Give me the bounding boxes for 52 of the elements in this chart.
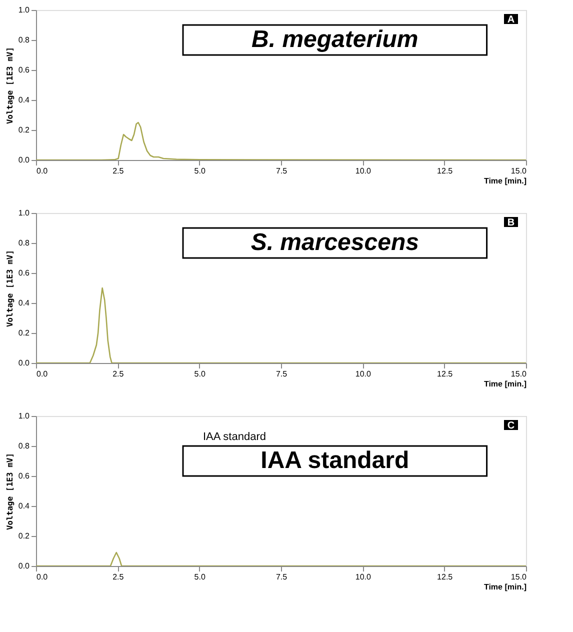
y-tick-label: 0.8 (18, 442, 30, 450)
x-tick-label: 12.5 (437, 572, 454, 582)
y-tick-label: 0.2 (18, 328, 30, 338)
x-tick-label: 10.0 (355, 572, 372, 582)
y-axis-title: Voltage [1E3 mV] (5, 46, 14, 124)
annotation: IAA standard (203, 431, 266, 443)
text: S. marcescens (250, 229, 419, 256)
y-axis-title: Voltage [1E3 mV] (5, 452, 14, 530)
y-tick-label: 0.8 (18, 238, 30, 248)
x-axis-title: Time [min.] (484, 582, 527, 592)
y-axis-title: Voltage [1E3 mV] (5, 250, 14, 328)
annotation: A (507, 14, 515, 26)
x-axis-title: Time [min.] (484, 380, 527, 388)
x-tick-label: 12.5 (437, 370, 454, 378)
x-tick-label: 7.5 (276, 370, 288, 378)
y-tick-label: 1.0 (18, 208, 30, 218)
y-tick-label: 0.0 (18, 358, 30, 368)
x-tick-label: 5.0 (194, 166, 206, 176)
x-tick-label: 5.0 (194, 370, 206, 378)
y-tick-label: 0.6 (18, 268, 30, 278)
x-tick-label: 2.5 (112, 166, 124, 176)
x-tick-label: 15.0 (510, 166, 528, 176)
text: IAA standard (260, 447, 410, 474)
y-tick-label: 0.4 (18, 298, 30, 308)
y-tick-label: 0.0 (18, 156, 30, 164)
x-tick-label: 2.5 (112, 572, 124, 582)
y-tick-label: 0.8 (18, 36, 30, 44)
y-tick-label: 0.0 (18, 562, 30, 570)
y-tick-label: 0.6 (18, 66, 30, 74)
x-tick-label: 15.0 (510, 370, 528, 378)
x-tick-label: 15.0 (510, 572, 528, 582)
annotation: B (507, 218, 515, 228)
x-tick-label: 5.0 (194, 572, 206, 582)
x-tick-label: 7.5 (276, 166, 288, 176)
y-tick-label: 1.0 (18, 412, 30, 420)
text: B. megaterium (252, 26, 418, 53)
x-tick-label: 0.0 (36, 166, 48, 176)
x-axis-title: Time [min.] (484, 176, 527, 186)
y-tick-label: 0.4 (18, 502, 30, 510)
y-tick-label: 0.2 (18, 532, 30, 540)
x-tick-label: 12.5 (437, 166, 454, 176)
x-tick-label: 10.0 (355, 166, 372, 176)
y-tick-label: 0.6 (18, 472, 30, 480)
y-tick-label: 1.0 (18, 6, 30, 14)
x-tick-label: 0.0 (36, 370, 48, 378)
y-tick-label: 0.2 (18, 126, 30, 134)
x-tick-label: 2.5 (112, 370, 124, 378)
annotation: C (507, 420, 515, 432)
x-tick-label: 0.0 (36, 572, 48, 582)
x-tick-label: 7.5 (276, 572, 288, 582)
x-tick-label: 10.0 (355, 370, 372, 378)
y-tick-label: 0.4 (18, 96, 30, 104)
